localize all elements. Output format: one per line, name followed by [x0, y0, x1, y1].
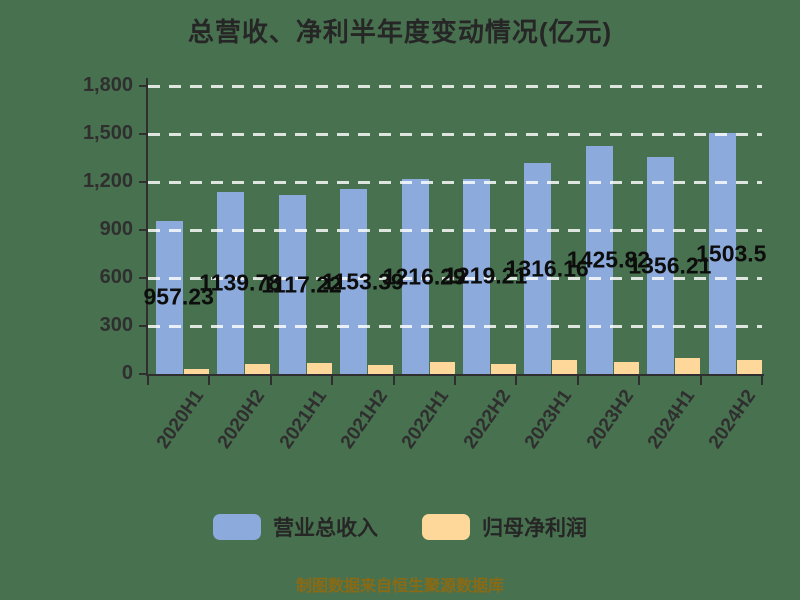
y-axis-tick — [139, 277, 148, 279]
x-axis-tick — [576, 376, 579, 385]
revenue-data-label-2024H2: 1503.5 — [696, 240, 767, 267]
x-axis-tick — [269, 376, 272, 385]
profit-bar-2024H2 — [736, 359, 762, 374]
x-axis-tick — [761, 376, 763, 385]
y-axis-line — [146, 78, 148, 376]
revenue-bar-2022H2 — [463, 178, 490, 374]
profit-bar-2022H2 — [491, 364, 516, 374]
data-source-caption: 制图数据来自恒生聚源数据库 — [295, 578, 504, 595]
profit-bar-2023H2 — [613, 361, 639, 374]
chart-title: 总营收、净利半年度变动情况(亿元) — [187, 17, 613, 47]
revenue-bar-2024H1 — [647, 157, 675, 374]
revenue-bar-2021H1 — [278, 195, 306, 374]
x-axis-tick — [454, 376, 456, 385]
revenue-data-label-2021H2: 1153.39 — [321, 268, 404, 295]
y-gridline — [148, 277, 762, 280]
revenue-legend-swatch — [213, 514, 261, 540]
y-axis-tick-label: 900 — [99, 218, 133, 240]
y-gridline — [148, 229, 762, 232]
x-axis-line — [146, 374, 764, 376]
y-gridline — [148, 325, 762, 328]
x-axis-tick — [515, 376, 518, 385]
revenue-data-label-2023H2: 1425.82 — [566, 246, 651, 273]
profit-bar-2024H1 — [675, 358, 701, 374]
revenue-data-label-2021H1: 1117.22 — [261, 271, 342, 298]
y-axis-tick-label: 1,200 — [82, 170, 133, 192]
y-axis-tick — [139, 133, 148, 135]
revenue-data-label-2023H1: 1316.16 — [505, 255, 589, 282]
legend: 营业总收入 归母净利润 — [0, 512, 800, 542]
revenue-bar-2023H1 — [524, 163, 552, 374]
y-axis-tick — [139, 85, 148, 87]
x-axis-tick — [331, 376, 334, 385]
legend-item-profit[interactable]: 归母净利润 — [422, 512, 587, 542]
y-axis-tick — [139, 229, 148, 231]
revenue-bar-2020H2 — [217, 191, 245, 374]
revenue-data-label-2022H1: 1216.29 — [382, 263, 466, 290]
profit-bar-2020H1 — [184, 369, 209, 374]
profit-bar-2022H1 — [429, 361, 455, 374]
revenue-bar-2020H1 — [156, 220, 183, 374]
profit-bar-2020H2 — [245, 364, 271, 374]
revenue-data-label-2020H2: 1139.78 — [199, 269, 282, 296]
legend-item-revenue[interactable]: 营业总收入 — [213, 512, 378, 542]
x-axis-tick — [147, 376, 149, 385]
revenue-bar-2024H2 — [708, 133, 736, 374]
y-gridline — [148, 133, 762, 136]
y-axis-tick-label: 1,500 — [82, 122, 133, 144]
y-axis-tick — [139, 373, 148, 375]
y-axis-tick — [139, 181, 148, 183]
profit-legend-label: 归母净利润 — [482, 517, 587, 540]
y-axis-tick-label: 1,800 — [82, 74, 133, 96]
y-axis-tick-label: 0 — [121, 362, 133, 384]
y-gridline — [148, 85, 762, 88]
revenue-bar-2021H2 — [340, 189, 368, 374]
revenue-data-label-2022H2: 1219.21 — [444, 262, 528, 289]
y-axis-tick-label: 600 — [99, 266, 133, 288]
profit-legend-swatch — [422, 514, 470, 540]
y-gridline — [148, 181, 762, 184]
profit-bar-2023H1 — [552, 359, 578, 374]
y-axis-tick — [139, 325, 148, 327]
x-axis-tick — [208, 376, 211, 385]
profit-bar-2021H2 — [368, 364, 394, 374]
y-axis-tick-label: 300 — [99, 314, 133, 336]
revenue-data-label-2020H1: 957.23 — [143, 283, 214, 310]
revenue-bar-2022H1 — [401, 179, 429, 374]
profit-bar-2021H1 — [306, 362, 332, 374]
revenue-data-label-2024H1: 1356.21 — [628, 252, 712, 278]
x-axis-tick — [638, 376, 641, 385]
x-axis-tick — [392, 376, 395, 385]
revenue-legend-label: 营业总收入 — [273, 517, 378, 540]
x-axis-tick — [699, 376, 702, 385]
